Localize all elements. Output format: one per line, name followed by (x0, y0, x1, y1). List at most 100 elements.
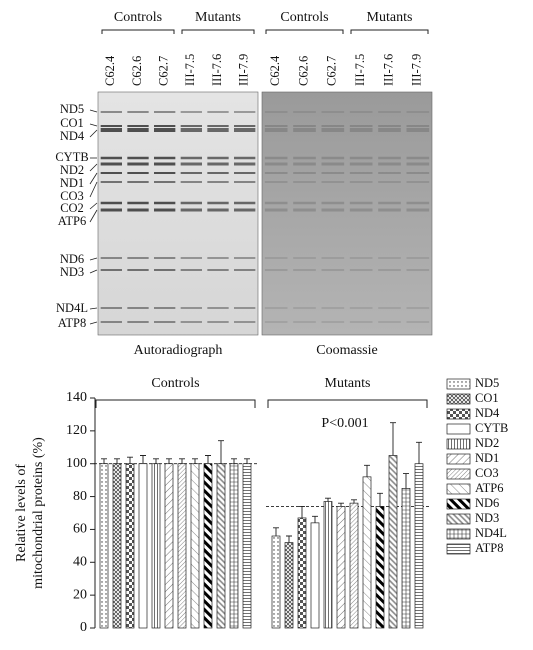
band-label: ATP6 (58, 214, 86, 228)
gel-band (100, 201, 122, 205)
gel-band (406, 321, 430, 323)
gel-band (207, 201, 229, 205)
lane-label: C62.4 (268, 55, 282, 86)
gel-band (154, 111, 176, 113)
group-label: Mutants (367, 10, 413, 25)
gel-band (349, 181, 373, 183)
y-axis-title: Relative levels of (14, 464, 29, 562)
gel-band (293, 125, 316, 127)
gel-band (406, 172, 430, 174)
legend-swatch (446, 393, 471, 405)
group-label: Controls (114, 10, 162, 25)
gel-band (349, 172, 373, 174)
gel-band (100, 269, 122, 271)
gel-band (180, 181, 202, 183)
error-bar (325, 497, 331, 502)
gel-band (100, 257, 122, 259)
gel-band (264, 269, 288, 271)
gel-band (349, 111, 373, 113)
error-bar (166, 458, 172, 464)
gel-band (264, 125, 288, 127)
gel-panels: C62.4 C62.6 C62.7 III-7.5 III-7.6 III-7.9 Cont… (55, 10, 433, 358)
band-label: ND3 (60, 265, 84, 279)
gel-band (180, 307, 202, 309)
gel-band (264, 208, 288, 212)
gel-band (234, 208, 256, 212)
band-label: ND2 (60, 163, 84, 177)
legend-label: ATP8 (475, 541, 503, 555)
y-tick-label: 140 (66, 390, 87, 405)
gel-band (321, 181, 345, 183)
gel-band (349, 201, 373, 205)
legend-swatch (446, 498, 471, 510)
gel-band (100, 307, 122, 309)
gel-band (349, 307, 373, 309)
lane-label: C62.7 (325, 56, 339, 86)
gel-band (234, 181, 256, 183)
gel-band (406, 307, 430, 309)
bar (229, 463, 239, 629)
gel-band (293, 128, 316, 132)
gel-band (406, 181, 430, 183)
lane-label: III-7.5 (353, 54, 367, 86)
band-label: CO3 (60, 189, 84, 203)
error-bar (114, 458, 120, 464)
error-bar (273, 527, 279, 536)
gel-band (154, 128, 176, 132)
bar (375, 506, 385, 629)
legend-label: CO3 (475, 466, 499, 480)
gel-band (127, 307, 149, 309)
gel-band (127, 128, 149, 132)
gel-band (378, 181, 401, 183)
legend-label: CYTB (475, 421, 508, 435)
group-bracket (350, 29, 429, 34)
gel-band (180, 208, 202, 212)
bar (112, 463, 122, 629)
group-label: Mutants (325, 376, 371, 391)
gel-band (378, 269, 401, 271)
bar (242, 463, 252, 629)
gel-band (207, 156, 229, 160)
error-bar (192, 458, 198, 464)
gel-band (406, 201, 430, 205)
error-bar (286, 535, 292, 543)
gel-band (406, 269, 430, 271)
gel-band (180, 172, 202, 174)
error-bar (127, 456, 133, 464)
gel-band (127, 156, 149, 160)
group-bracket (95, 399, 256, 408)
lane-label: III-7.5 (183, 54, 197, 86)
gel-band (234, 307, 256, 309)
gel-band (321, 307, 345, 309)
error-bar (312, 515, 318, 523)
gel-band (406, 111, 430, 113)
gel-band (293, 156, 316, 160)
bar (190, 463, 200, 629)
gel-band (154, 162, 176, 166)
gel-band (100, 208, 122, 212)
gel-band (293, 181, 316, 183)
error-bar (179, 458, 185, 464)
band-label: CO1 (60, 116, 84, 130)
gel-band (180, 128, 202, 132)
y-tick-label: 80 (73, 489, 87, 504)
group-bracket (101, 29, 175, 34)
gel-band (321, 172, 345, 174)
bar (99, 463, 109, 629)
gel-band (234, 257, 256, 259)
gel-band (293, 201, 316, 205)
gel-band (207, 208, 229, 212)
gel-image (261, 91, 433, 336)
band-pointer (89, 321, 98, 325)
gel-band (234, 269, 256, 271)
gel-band (100, 156, 122, 160)
gel-band (378, 257, 401, 259)
error-bar (416, 441, 422, 464)
gel-band (349, 321, 373, 323)
gel-band (264, 162, 288, 166)
gel-band (154, 181, 176, 183)
gel-band (378, 111, 401, 113)
gel-image (97, 91, 259, 336)
bar (388, 455, 398, 629)
